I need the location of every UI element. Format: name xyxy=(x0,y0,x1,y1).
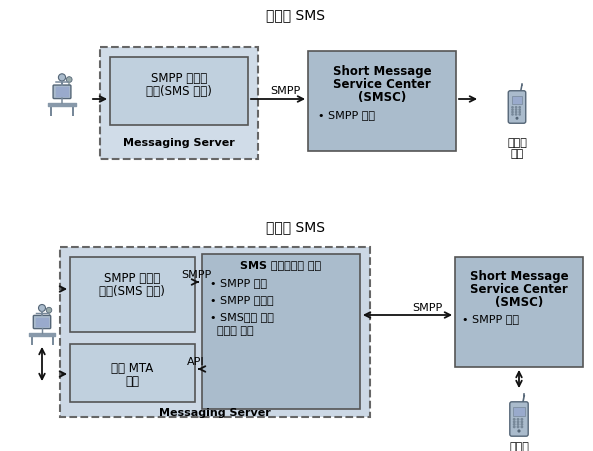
Text: 기타 MTA: 기타 MTA xyxy=(111,361,153,374)
Text: • SMPP 서버: • SMPP 서버 xyxy=(462,313,519,323)
FancyBboxPatch shape xyxy=(53,86,71,99)
Circle shape xyxy=(521,418,523,421)
Circle shape xyxy=(517,420,519,423)
Text: SMS 게이트웨이 서버: SMS 게이트웨이 서버 xyxy=(240,259,321,269)
Text: • SMPP 서버: • SMPP 서버 xyxy=(318,110,375,120)
Circle shape xyxy=(517,423,519,426)
Circle shape xyxy=(521,425,523,428)
Text: Short Message: Short Message xyxy=(470,269,568,282)
Text: (SMSC): (SMSC) xyxy=(495,295,543,308)
Circle shape xyxy=(521,423,523,426)
Text: SMPP: SMPP xyxy=(412,302,442,312)
Text: 양방향 SMS: 양방향 SMS xyxy=(266,220,326,234)
Text: • SMPP 릴레이: • SMPP 릴레이 xyxy=(210,295,273,304)
Circle shape xyxy=(515,107,518,110)
Circle shape xyxy=(518,429,521,433)
Circle shape xyxy=(513,423,516,426)
Circle shape xyxy=(66,78,72,83)
Bar xyxy=(100,48,258,160)
Text: • SMPP 서버: • SMPP 서버 xyxy=(210,277,267,287)
Text: API: API xyxy=(187,356,205,366)
FancyBboxPatch shape xyxy=(33,316,50,329)
Text: Messaging Server: Messaging Server xyxy=(123,138,235,147)
Text: 단방향 SMS: 단방향 SMS xyxy=(266,8,326,22)
Circle shape xyxy=(39,305,46,312)
Bar xyxy=(455,258,583,367)
Circle shape xyxy=(46,308,52,313)
Circle shape xyxy=(517,418,519,421)
Circle shape xyxy=(518,109,521,112)
Circle shape xyxy=(513,418,516,421)
Circle shape xyxy=(515,118,518,120)
Circle shape xyxy=(515,114,518,116)
Circle shape xyxy=(58,74,66,82)
Text: 장치: 장치 xyxy=(511,149,524,159)
Circle shape xyxy=(511,114,514,116)
Text: 모바일: 모바일 xyxy=(507,138,527,147)
Circle shape xyxy=(518,111,521,114)
Text: SMPP 클라이: SMPP 클라이 xyxy=(151,72,207,85)
FancyBboxPatch shape xyxy=(510,402,528,436)
Bar xyxy=(514,407,525,416)
Text: • SMS에서 전자: • SMS에서 전자 xyxy=(210,311,274,321)
Bar xyxy=(308,52,456,152)
Text: Service Center: Service Center xyxy=(333,78,431,91)
Text: Messaging Server: Messaging Server xyxy=(159,407,271,417)
Circle shape xyxy=(513,425,516,428)
Text: 메일로 변환: 메일로 변환 xyxy=(210,325,254,335)
Circle shape xyxy=(521,420,523,423)
Circle shape xyxy=(517,425,519,428)
Circle shape xyxy=(515,109,518,112)
Bar xyxy=(512,97,522,105)
Circle shape xyxy=(511,109,514,112)
Text: Short Message: Short Message xyxy=(333,65,431,78)
FancyBboxPatch shape xyxy=(508,92,526,124)
Bar xyxy=(70,258,195,332)
Circle shape xyxy=(511,107,514,110)
Text: 언트(SMS 채널): 언트(SMS 채널) xyxy=(146,85,212,98)
Circle shape xyxy=(518,107,521,110)
Text: SMPP 클라이: SMPP 클라이 xyxy=(104,272,160,285)
Circle shape xyxy=(511,111,514,114)
Text: Service Center: Service Center xyxy=(470,282,568,295)
Text: SMPP: SMPP xyxy=(270,86,300,96)
Circle shape xyxy=(518,114,521,116)
Text: 언트(SMS 채널): 언트(SMS 채널) xyxy=(99,285,165,297)
Circle shape xyxy=(515,111,518,114)
Text: 채널: 채널 xyxy=(125,374,139,387)
Bar xyxy=(70,344,195,402)
Bar xyxy=(202,254,360,409)
Text: SMPP: SMPP xyxy=(181,269,211,279)
Bar xyxy=(60,248,370,417)
Text: (SMSC): (SMSC) xyxy=(358,91,406,104)
Text: 모바일: 모바일 xyxy=(509,441,529,451)
Bar xyxy=(110,58,248,126)
Circle shape xyxy=(513,420,516,423)
